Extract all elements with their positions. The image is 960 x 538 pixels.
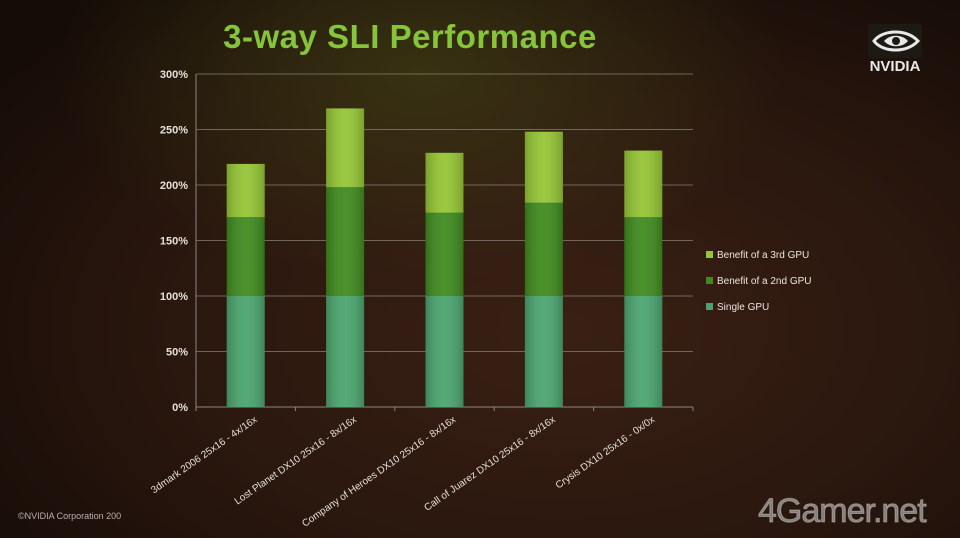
slide-title: 3-way SLI Performance — [223, 18, 597, 55]
nvidia-logo: NVIDIA — [858, 24, 932, 76]
x-category-label: Company of Heroes DX10 25x16 - 8x/16x — [300, 414, 458, 529]
legend-label: Benefit of a 3rd GPU — [717, 250, 809, 261]
bar-shading — [226, 163, 265, 218]
bar-shading — [326, 108, 365, 188]
x-category-label: Crysis DX10 25x16 - 0x/0x — [554, 414, 657, 491]
legend-label: Benefit of a 2nd GPU — [717, 276, 812, 287]
bar-shading — [524, 296, 563, 407]
bar-shading — [425, 296, 464, 407]
legend-swatch — [706, 303, 713, 310]
y-tick-label: 250% — [160, 125, 188, 137]
bar-shading — [624, 217, 663, 296]
x-category-label: 3dmark 2006 25x16 - 4x/16x — [149, 414, 259, 496]
y-tick-label: 200% — [160, 180, 188, 192]
bar-shading — [326, 296, 365, 407]
y-tick-label: 300% — [160, 69, 188, 81]
y-tick-label: 0% — [172, 402, 188, 414]
nvidia-logo-text: NVIDIA — [869, 58, 921, 75]
bar-shading — [624, 150, 663, 218]
legend: Benefit of a 3rd GPU Benefit of a 2nd GPU… — [706, 250, 812, 313]
bar-shading — [326, 187, 365, 296]
y-tick-label: 150% — [160, 236, 188, 248]
watermark-text: 4Gamer.net — [758, 492, 928, 531]
bars — [226, 108, 663, 407]
copyright-text: ©NVIDIA Corporation 200 — [18, 511, 122, 521]
y-tick-label: 50% — [166, 347, 188, 359]
nvidia-eye-icon — [868, 24, 922, 58]
axis-labels: 0% 50% 100% 150% 200% 250% 300% 3dmark 2006 25x… — [149, 69, 657, 530]
bar-shading — [524, 131, 563, 203]
bar-shading — [624, 296, 663, 407]
y-tick-label: 100% — [160, 291, 188, 303]
legend-label: Single GPU — [717, 302, 769, 313]
bar-shading — [524, 202, 563, 296]
bar-shading — [425, 212, 464, 296]
bar-shading — [226, 217, 265, 296]
legend-swatch — [706, 251, 713, 258]
bar-shading — [226, 296, 265, 407]
bar-shading — [425, 152, 464, 213]
legend-swatch — [706, 277, 713, 284]
